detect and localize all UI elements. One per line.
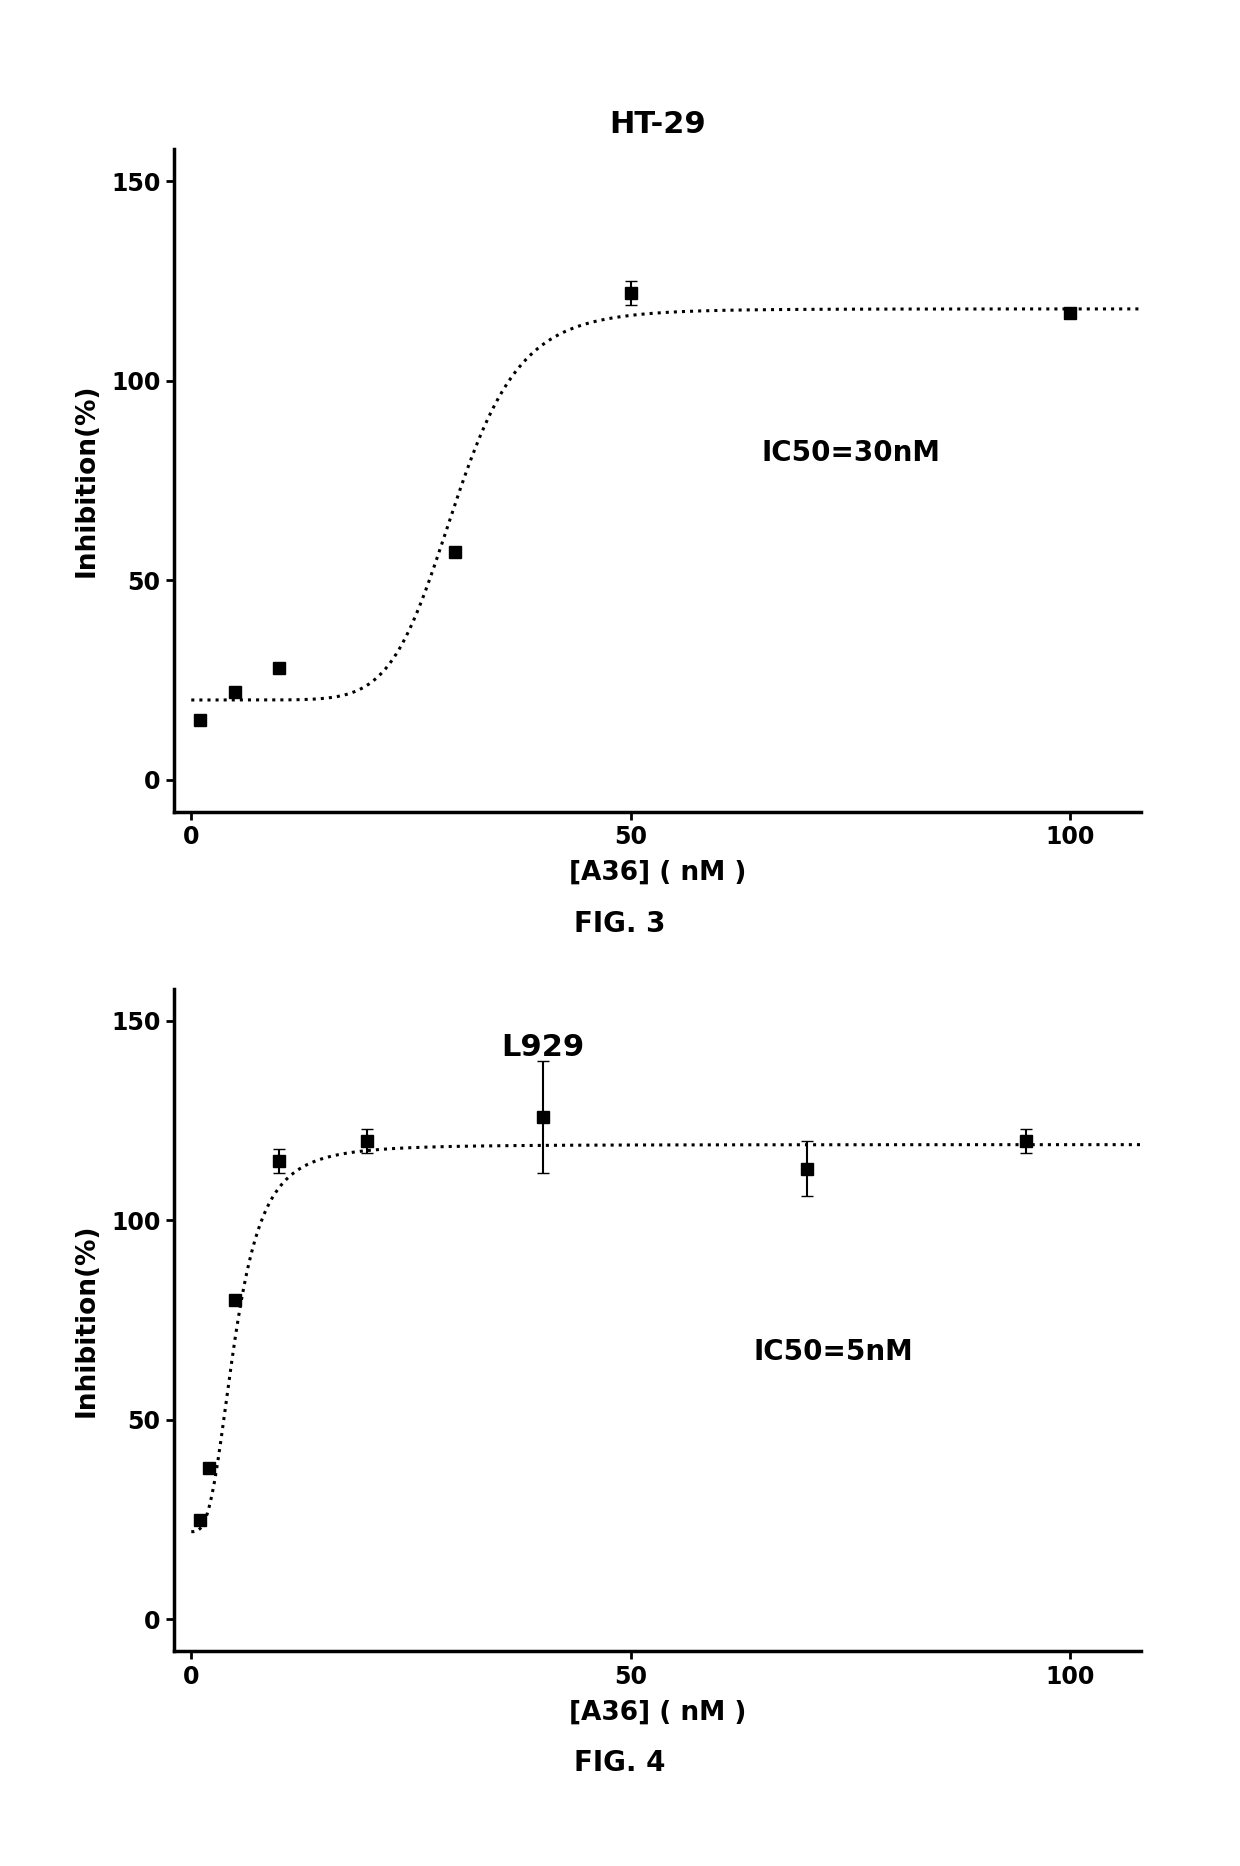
Text: FIG. 4: FIG. 4 bbox=[574, 1748, 666, 1778]
Text: FIG. 3: FIG. 3 bbox=[574, 909, 666, 939]
Y-axis label: Inhibition(%): Inhibition(%) bbox=[74, 1224, 100, 1416]
X-axis label: [A36] ( nM ): [A36] ( nM ) bbox=[568, 1700, 746, 1726]
X-axis label: [A36] ( nM ): [A36] ( nM ) bbox=[568, 860, 746, 886]
Text: IC50=5nM: IC50=5nM bbox=[753, 1338, 913, 1366]
Text: IC50=30nM: IC50=30nM bbox=[761, 439, 940, 466]
Y-axis label: Inhibition(%): Inhibition(%) bbox=[74, 384, 100, 577]
Title: HT-29: HT-29 bbox=[609, 110, 706, 138]
Text: L929: L929 bbox=[501, 1034, 584, 1062]
